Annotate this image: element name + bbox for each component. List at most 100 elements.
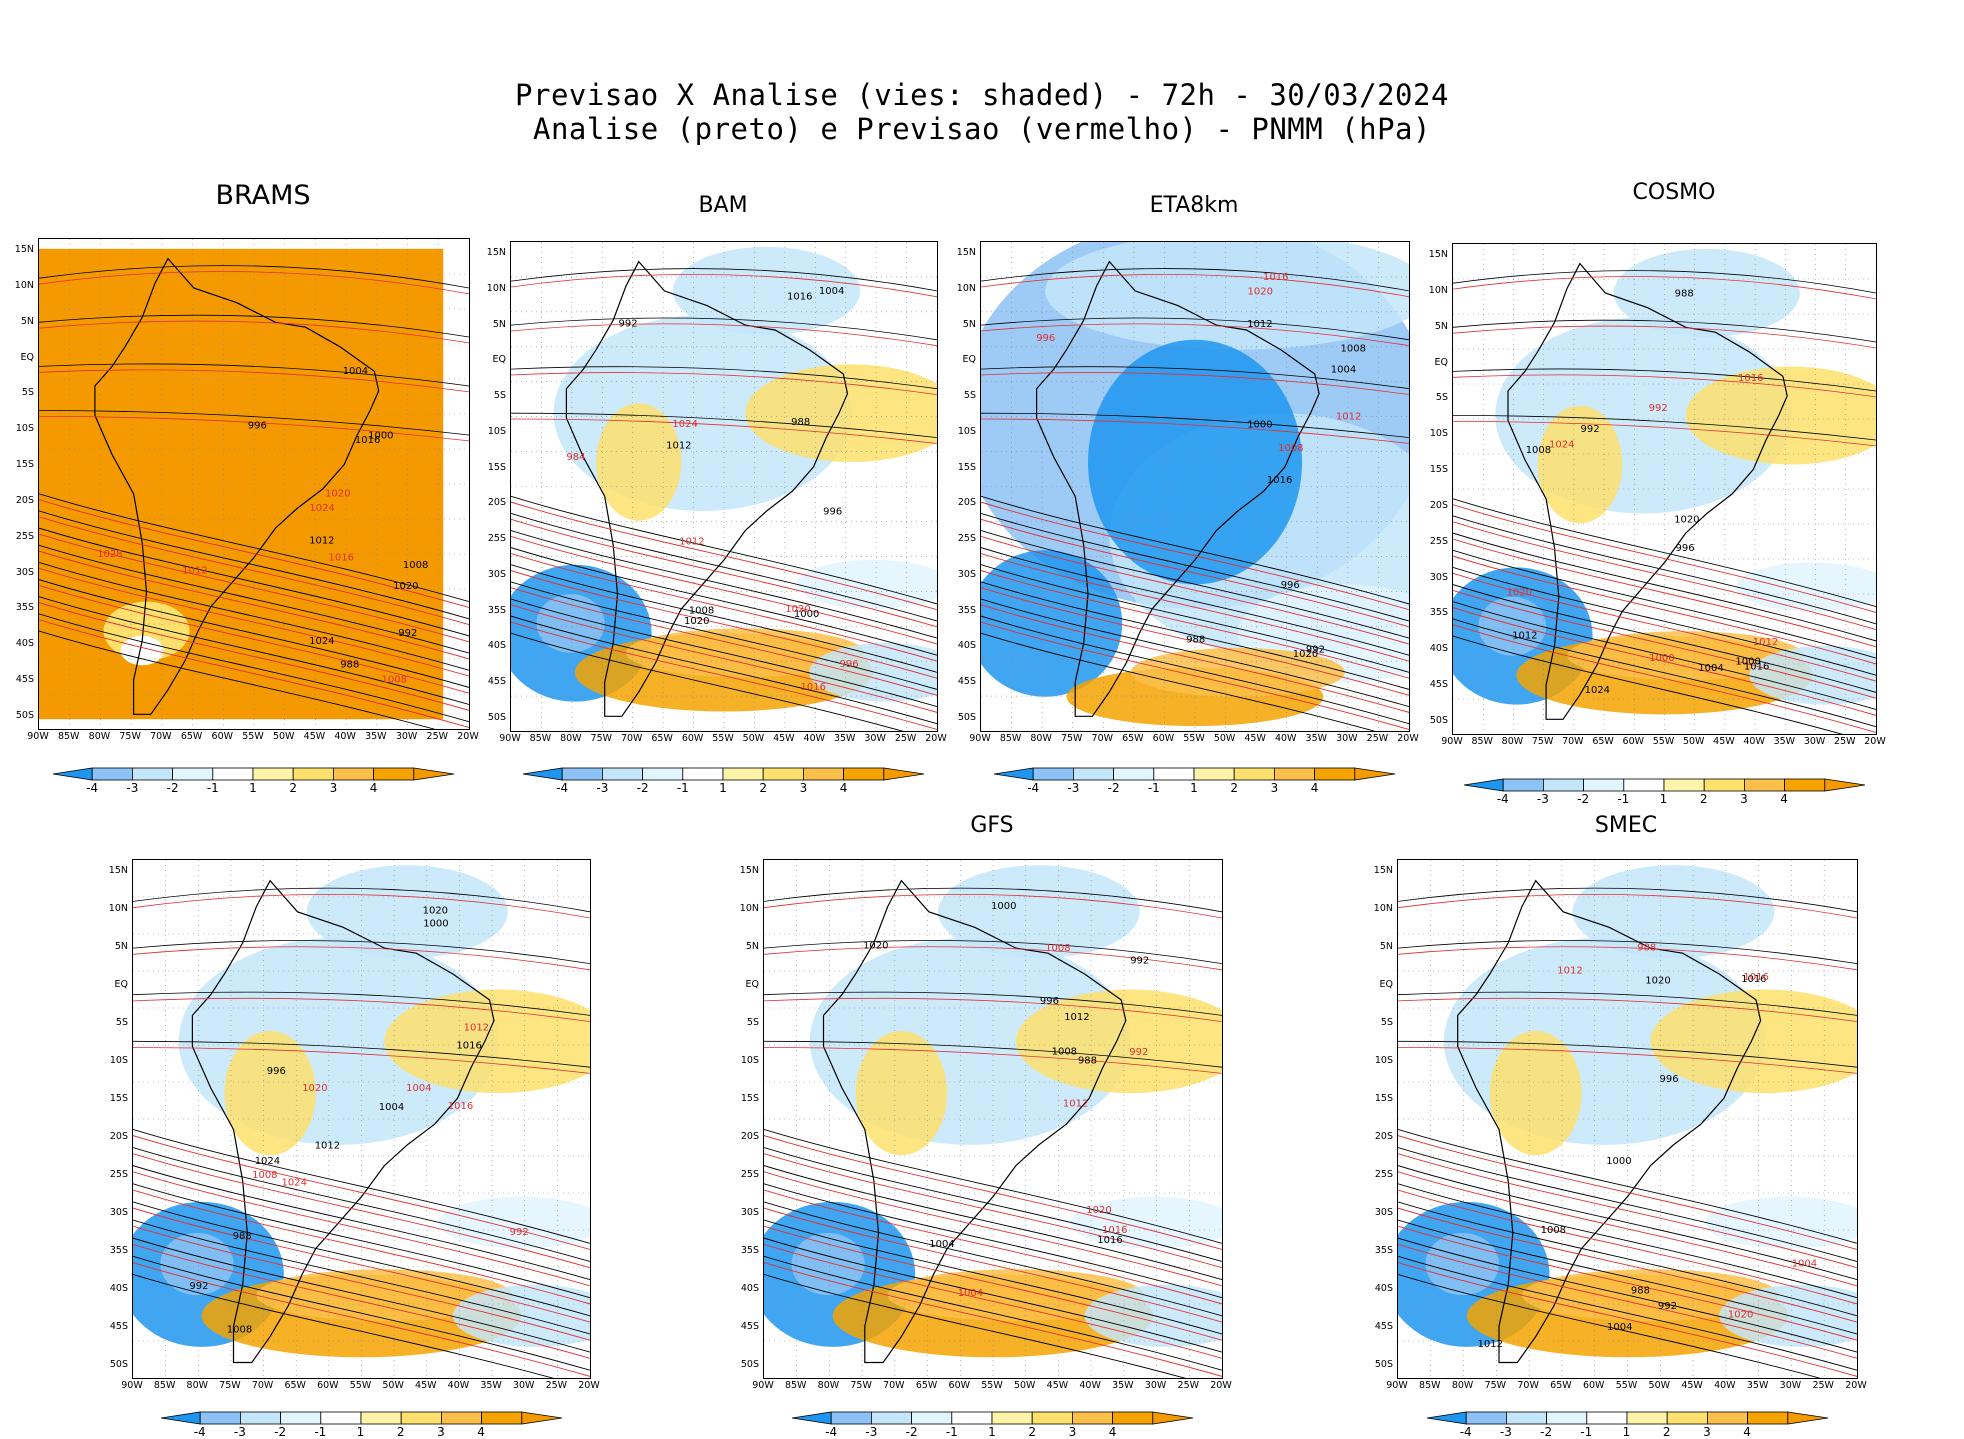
lat-tick-label: 5S [1380,1017,1393,1028]
coastline [565,260,849,717]
lon-tick-label: 75W [1060,733,1083,744]
forecast-isobar [981,372,1409,395]
lat-tick-label: 10S [487,425,506,437]
forecast-isobar [764,1171,1222,1287]
lon-tick-label: 60W [1622,736,1645,747]
lat-tick-label: 5S [115,1017,128,1028]
lon-tick-label: 25W [426,731,449,742]
forecast-isobar [764,1207,1222,1323]
forecast-contour-label: 1016 [1263,272,1288,283]
bias-blob [120,635,164,666]
colorbar-segment [1585,1411,1627,1425]
analysis-isobar [39,527,469,637]
analysis-contour-label: 1024 [309,636,334,647]
lon-tick-label: 50W [1648,1380,1671,1391]
lat-tick-label: 10N [14,279,34,291]
analysis-contour-label: 1012 [1478,1339,1503,1350]
forecast-isobar [1398,997,1857,1022]
forecast-contour-label: 1016 [1102,1225,1127,1236]
lat-tick-label: 10N [1428,284,1448,296]
lat-tick-label: 30S [957,568,976,580]
lat-tick-label: 25S [1374,1169,1393,1180]
lon-tick-label: 40W [1743,736,1765,747]
colorbar-label: 1 [356,1425,365,1439]
lat-tick-label: 20S [15,494,34,506]
forecast-contour-label: 996 [1036,333,1055,344]
lat-tick-label: 40S [15,638,34,650]
colorbar-segment [1505,1411,1547,1425]
analysis-contour-label: 996 [1281,580,1300,591]
lon-tick-label: 90W [499,733,521,744]
colorbar-label: -4 [825,1425,838,1439]
forecast-contour-label: 984 [566,452,585,463]
analysis-isobar [133,887,590,913]
map-canvas: 1016101210081020100410009969929881012101… [1398,860,1857,1378]
analysis-isobar [1453,415,1876,441]
lat-tick-label: 45S [487,676,506,688]
lat-tick-label: 25S [15,530,34,542]
bias-blob [855,1030,948,1156]
lat-tick-label: 50S [957,712,976,723]
colorbar [160,1410,572,1429]
lat-tick-label: 35S [15,602,34,614]
analysis-isobar [1398,1237,1857,1353]
analysis-isobar [39,410,469,436]
analysis-contour-label: 1000 [991,901,1016,912]
forecast-contour-label: 1012 [1753,637,1778,648]
forecast-isobar [981,501,1409,611]
forecast-isobar [1453,572,1876,682]
colorbar-segment [520,1411,562,1425]
lon-tick-label: 45W [1681,1380,1703,1391]
colorbar-label: -2 [636,781,649,795]
analysis-isobar [511,564,937,673]
lat-tick-label: 30S [1429,571,1448,583]
colorbar-label: 4 [477,1425,485,1439]
bias-blob [596,403,682,521]
colorbar-segment [1112,1411,1154,1425]
analysis-contour-label: 1000 [1606,1156,1631,1167]
lat-tick-label: 5S [746,1017,759,1028]
lat-tick-label: 10N [108,903,128,914]
lat-tick-label: 15N [1373,865,1393,876]
colorbar-segment [1152,1411,1194,1425]
lat-tick-label: 20S [487,497,506,509]
colorbar-segment [1502,778,1544,792]
forecast-isobar [511,501,937,611]
forecast-isobar [511,621,937,730]
forecast-isobar [39,499,469,608]
analysis-contour-label: 1008 [227,1324,252,1335]
lat-tick-label: EQ [745,979,759,990]
lat-tick-label: 50S [1374,1359,1393,1370]
forecast-contour-label: 1004 [958,1288,983,1299]
forecast-contour-label: 1020 [325,488,350,499]
lat-tick-label: 25S [487,533,506,545]
analysis-contour-label: 1020 [863,941,888,952]
analysis-isobar [764,1255,1222,1371]
lat-tick-label: 15N [486,247,506,258]
analysis-isobar [39,544,469,654]
lat-tick-label: 35S [957,604,976,616]
analysis-contour-label: 1012 [309,536,334,547]
colorbar-segment [1622,778,1664,792]
analysis-isobar [981,598,1409,708]
lat-tick-label: 20S [1374,1131,1393,1142]
forecast-isobar [1453,607,1876,716]
lon-tick-label: 40W [334,731,356,742]
colorbar-label: 4 [839,781,848,795]
colorbar-segment [1233,767,1275,781]
lon-tick-label: 75W [1531,736,1554,747]
analysis-isobar [39,579,469,688]
analysis-contour-label: 1012 [666,441,691,452]
colorbar-segment [1666,1411,1708,1425]
forecast-contour-label: 1004 [1792,1259,1817,1270]
map-frame: 1016 1012 1020 1024 1008 1004 1000 996 992 988 101… [1452,243,1877,735]
forecast-isobar [1398,946,1857,971]
forecast-isobar [133,1225,590,1341]
lon-tick-label: 50W [1013,1380,1036,1391]
analysis-isobar [39,493,469,603]
forecast-contour-label: 1020 [785,604,810,615]
lon-tick-label: 90W [27,731,49,742]
lat-tick-label: 35S [1429,607,1448,619]
analysis-isobar [133,1219,590,1335]
forecast-isobar [39,567,469,677]
